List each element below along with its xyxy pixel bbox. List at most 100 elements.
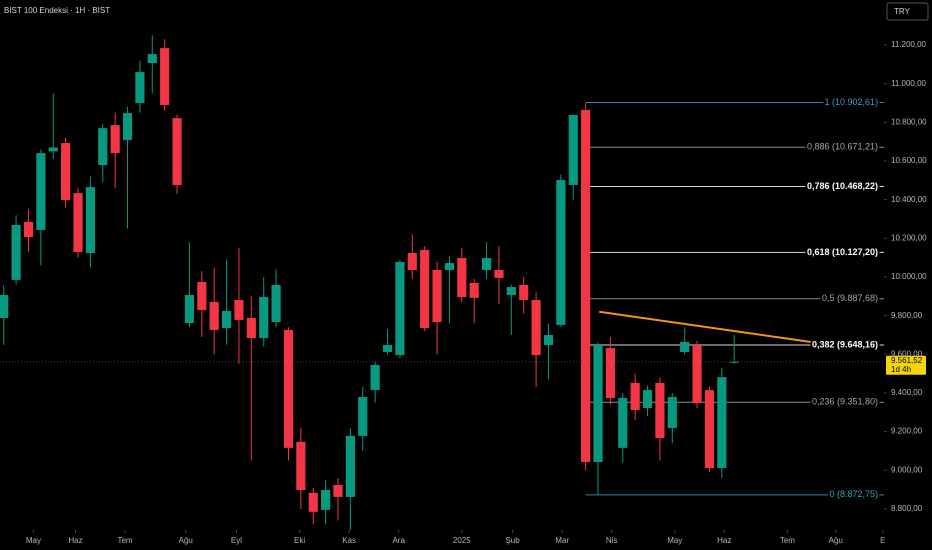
x-tick-label: May: [26, 536, 41, 545]
x-tick-label: Nis: [606, 536, 618, 545]
candle-body: [531, 299, 541, 356]
y-tick-label: 10.400,00: [891, 195, 927, 204]
countdown-label: 1d 4h: [891, 365, 911, 374]
candle-body: [296, 441, 306, 490]
candle-body: [135, 72, 145, 104]
y-tick-label: 11.000,00: [891, 79, 927, 88]
candle-body: [98, 128, 108, 166]
x-tick-label: Ağu: [179, 536, 193, 545]
x-tick-label: Eki: [294, 536, 305, 545]
candle-body: [110, 125, 120, 154]
candle-body: [568, 115, 578, 185]
last-price-label: 9.561,52: [891, 356, 923, 365]
candle-body: [444, 263, 455, 271]
fib-label: 0,886 (10.671,21): [807, 142, 878, 152]
y-tick-label: 11.200,00: [891, 40, 927, 49]
candle-body: [494, 270, 504, 278]
candle-body: [0, 294, 9, 318]
x-tick-label: Mar: [555, 536, 569, 545]
x-tick-label: Haz: [717, 536, 731, 545]
currency-label: TRY: [894, 7, 911, 16]
candle-body: [48, 147, 58, 152]
x-tick-label: Tem: [780, 536, 795, 545]
candle-body: [283, 329, 294, 448]
candle-body: [543, 334, 554, 346]
candle-body: [556, 179, 566, 325]
fib-label: 0,382 (9.648,16): [812, 339, 878, 349]
x-tick-label: Kas: [342, 536, 356, 545]
candle-body: [271, 284, 281, 323]
candle-body: [221, 311, 232, 329]
candle-body: [333, 484, 343, 497]
candle-body: [395, 261, 405, 356]
y-tick-label: 9.400,00: [891, 388, 923, 397]
fib-label: 0,618 (10.127,20): [807, 247, 878, 257]
candle-body: [345, 435, 355, 497]
candle-body: [717, 377, 727, 468]
y-tick-label: 10.200,00: [891, 233, 927, 242]
candle-body: [147, 54, 157, 64]
candle-body: [630, 382, 640, 410]
fib-label: 0,236 (9.351,80): [812, 397, 878, 407]
x-tick-label: Tem: [117, 536, 132, 545]
x-tick-label: Ara: [392, 536, 405, 545]
y-tick-label: 10.800,00: [891, 117, 927, 126]
candle-body: [729, 361, 739, 363]
candle-body: [73, 193, 83, 253]
candle-body: [407, 253, 417, 271]
candle-body: [667, 397, 677, 428]
candle-body: [642, 390, 653, 409]
chart-title: BIST 100 Endeksi · 1H · BIST: [4, 6, 110, 15]
x-tick-label: Eyl: [231, 536, 242, 545]
trendline: [599, 310, 830, 346]
candle-body: [704, 390, 715, 468]
y-tick-label: 9.200,00: [891, 427, 923, 436]
candle-body: [259, 296, 269, 339]
candle-body: [23, 221, 34, 237]
y-tick-label: 10.600,00: [891, 156, 927, 165]
candle-body: [618, 397, 628, 448]
candle-body: [122, 113, 133, 140]
candle-body: [11, 224, 21, 280]
candle-body: [506, 287, 516, 295]
y-tick-label: 9.600,00: [891, 349, 923, 358]
candle-body: [457, 258, 467, 298]
candle-body: [481, 258, 492, 271]
candle-body: [36, 153, 46, 231]
candle-body: [85, 187, 95, 254]
candle-body: [692, 345, 702, 404]
candle-body: [469, 282, 479, 298]
candle-body: [370, 364, 380, 391]
currency-button[interactable]: [886, 2, 929, 21]
candle-body: [61, 143, 71, 201]
candle-body: [382, 345, 393, 352]
x-tick-label: Şub: [505, 536, 520, 545]
candle-body: [160, 48, 170, 105]
fib-label: 0,5 (9.887,68): [822, 293, 878, 303]
y-tick-label: 9.000,00: [891, 465, 923, 474]
candle-body: [172, 118, 182, 185]
x-tick-label: Ağu: [829, 536, 843, 545]
x-tick-label: May: [667, 536, 682, 545]
candle-body: [234, 299, 244, 320]
candle-body: [358, 397, 368, 436]
candle-body: [420, 249, 430, 329]
y-tick-label: 9.800,00: [891, 311, 923, 320]
x-tick-label: Haz: [68, 536, 82, 545]
candle-body: [184, 294, 195, 323]
candle-body: [680, 341, 690, 352]
candle-body: [246, 317, 256, 339]
y-tick-label: 10.000,00: [891, 272, 927, 281]
candle-body: [432, 270, 442, 323]
last-price-box: [886, 355, 926, 375]
candle-body: [581, 109, 591, 462]
candle-body: [209, 301, 219, 330]
candle-body: [593, 345, 603, 462]
candle-body: [519, 284, 529, 300]
x-tick-label: E: [880, 536, 885, 545]
x-tick-label: 2025: [453, 536, 471, 545]
candle-body: [308, 492, 318, 512]
fib-label: 0,786 (10.468,22): [807, 181, 878, 191]
